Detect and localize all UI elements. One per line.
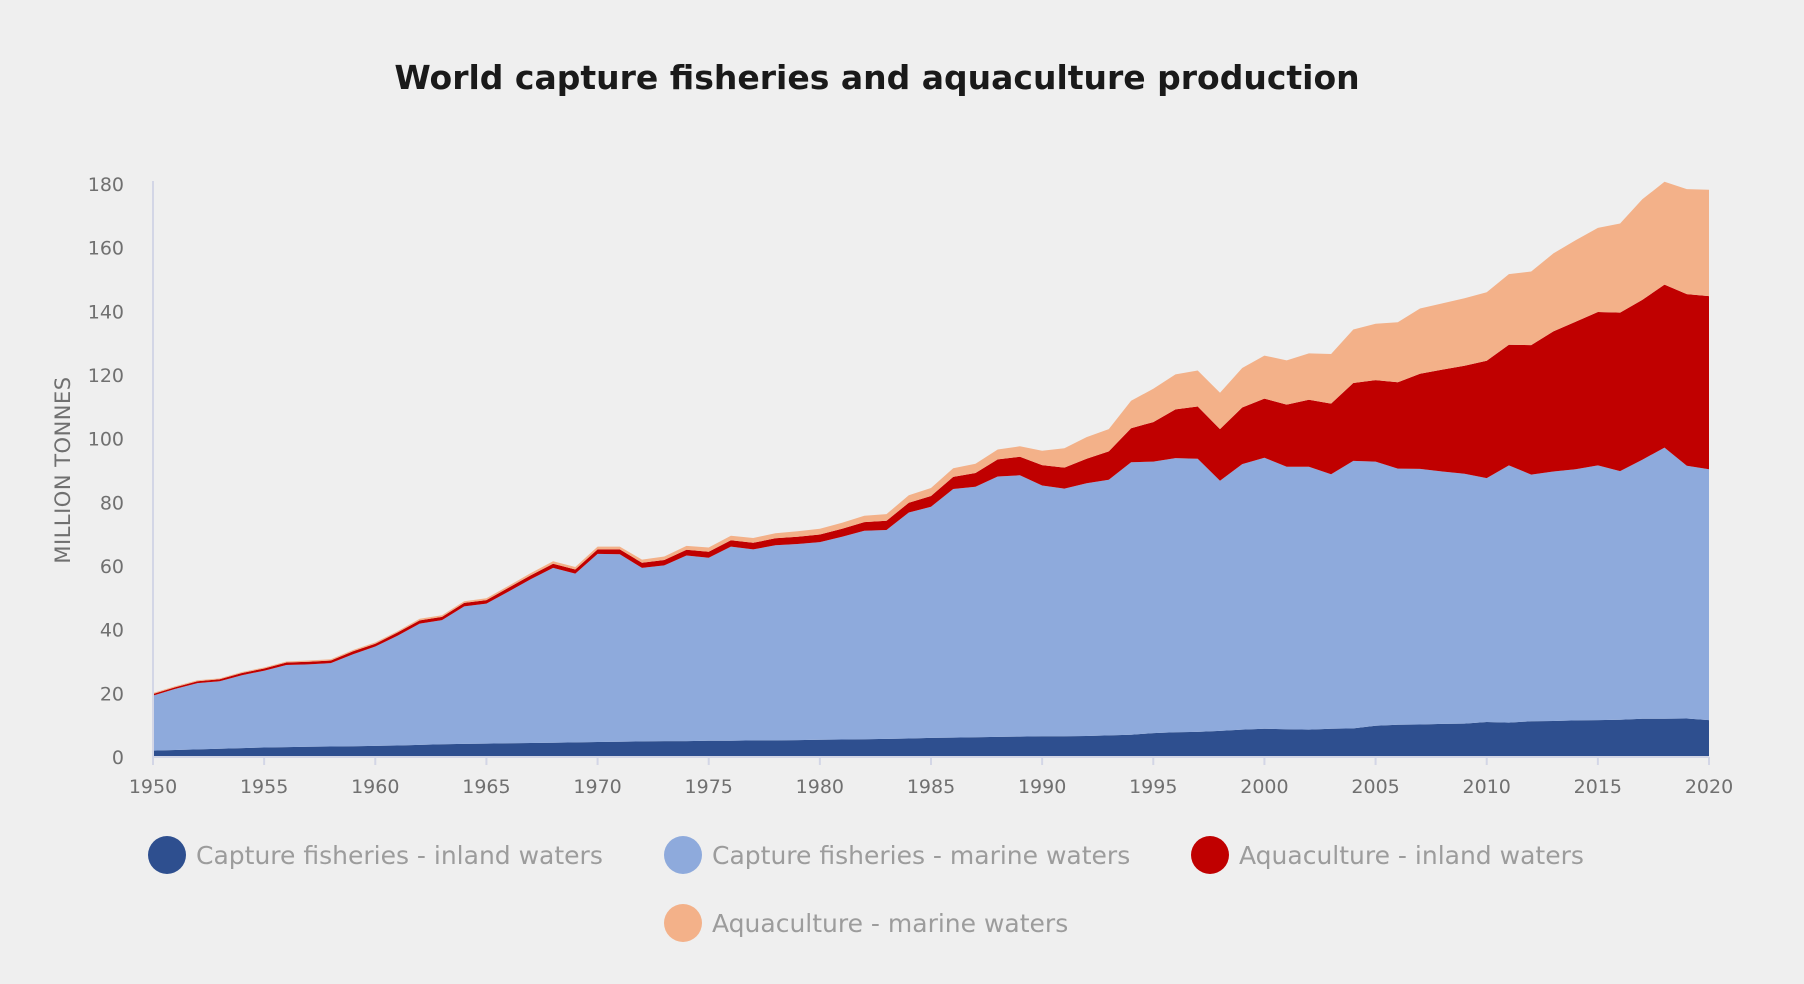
x-tick-label: 1990 [1018, 776, 1066, 798]
y-tick-label: 140 [88, 301, 124, 323]
area-layers [153, 181, 1709, 757]
x-tick-label: 1975 [685, 776, 733, 798]
x-tick-label: 2000 [1240, 776, 1288, 798]
legend-label: Capture fisheries - inland waters [196, 840, 603, 870]
legend: Capture fisheries - inland waters Capture… [0, 836, 1804, 984]
y-tick-label: 0 [112, 747, 124, 769]
axes: 0 20 40 60 80 100 120 140 160 180 1950 1955 1960 1965… [51, 174, 1733, 798]
y-tick-label: 60 [100, 556, 124, 578]
x-tick-label: 2015 [1574, 776, 1622, 798]
y-axis-title: MILLION TONNES [51, 376, 75, 563]
legend-item[interactable]: Aquaculture - marine waters [664, 904, 1068, 942]
y-tick-label: 40 [100, 620, 124, 642]
x-tick-label: 1965 [462, 776, 510, 798]
y-tick-label: 20 [100, 683, 124, 705]
x-tick-label: 1960 [351, 776, 399, 798]
x-tick-label: 2010 [1463, 776, 1511, 798]
area-series-2 [153, 447, 1709, 751]
y-tick-label: 100 [88, 429, 124, 451]
y-tick-label: 80 [100, 492, 124, 514]
x-tick-label: 1980 [796, 776, 844, 798]
legend-label: Aquaculture - marine waters [712, 908, 1069, 938]
x-tick-label: 1995 [1129, 776, 1177, 798]
x-tick-label: 2020 [1685, 776, 1733, 798]
legend-item[interactable]: Aquaculture - inland waters [1191, 836, 1584, 874]
legend-swatch [664, 836, 702, 874]
legend-item[interactable]: Capture fisheries - inland waters [148, 836, 603, 874]
legend-swatch [1191, 836, 1229, 874]
legend-label: Aquaculture - inland waters [1239, 840, 1584, 870]
x-tick-label: 1970 [573, 776, 621, 798]
x-tick-label: 2005 [1351, 776, 1399, 798]
x-tick-label: 1985 [907, 776, 955, 798]
legend-item[interactable]: Capture fisheries - marine waters [664, 836, 1130, 874]
y-tick-label: 180 [88, 174, 124, 196]
chart-title: World capture fisheries and aquaculture … [394, 58, 1360, 97]
legend-swatch [148, 836, 186, 874]
y-tick-label: 160 [88, 238, 124, 260]
legend-label: Capture fisheries - marine waters [712, 840, 1131, 870]
x-tick-label: 1955 [240, 776, 288, 798]
y-tick-label: 120 [88, 365, 124, 387]
legend-swatch [664, 904, 702, 942]
area-series-1 [153, 718, 1709, 757]
x-tick-label: 1950 [129, 776, 177, 798]
